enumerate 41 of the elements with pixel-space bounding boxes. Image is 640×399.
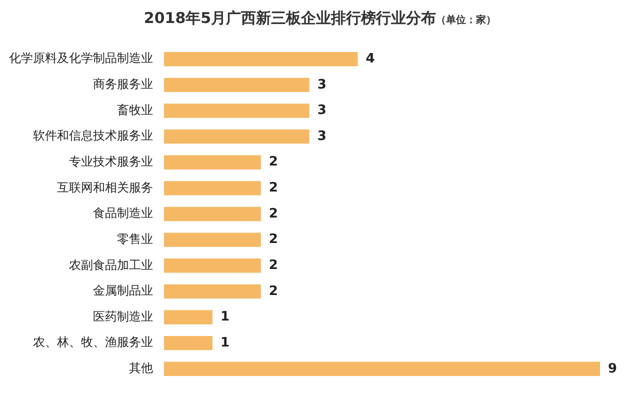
y-tick-label: 软件和信息技术服务业 [33, 128, 153, 143]
data-label: 3 [317, 128, 326, 144]
bar [164, 78, 310, 92]
y-tick-label: 其他 [129, 361, 153, 376]
data-label: 1 [220, 310, 230, 325]
bar [164, 258, 261, 273]
data-label: 2 [268, 284, 278, 299]
bar [164, 104, 310, 118]
data-label: 9 [608, 361, 618, 376]
y-tick-label: 金属制品业 [93, 284, 153, 298]
y-tick-label: 互联网和相关服务 [57, 180, 153, 194]
y-tick-label: 化学原料及化学制品制造业 [9, 51, 153, 66]
bar [164, 129, 310, 144]
data-label: 3 [317, 103, 326, 118]
data-label: 1 [220, 335, 230, 350]
y-tick-label: 食品制造业 [93, 206, 153, 220]
y-tick-label: 畜牧业 [117, 102, 153, 117]
data-label: 3 [317, 77, 326, 92]
bar [164, 206, 261, 222]
data-label: 2 [268, 232, 278, 248]
bar [164, 155, 261, 170]
bar [164, 181, 261, 196]
bar [164, 52, 358, 66]
data-label: 2 [268, 258, 278, 274]
y-tick-label: 农、林、牧、渔服务业 [33, 335, 153, 350]
chart-title: 2018年5月广西新三板企业排行榜行业分布 [144, 9, 436, 27]
data-label: 2 [268, 154, 278, 170]
data-label: 2 [268, 206, 278, 222]
chart-subtitle: （单位：家） [436, 15, 496, 26]
bar [164, 232, 261, 247]
y-tick-label: 商务服务业 [93, 77, 153, 92]
bar [164, 336, 212, 350]
bar [164, 310, 212, 324]
y-tick-label: 农副食品加工业 [69, 258, 153, 272]
bar [164, 284, 261, 299]
y-tick-label: 医药制造业 [93, 309, 153, 324]
bar [164, 362, 600, 376]
data-label: 4 [366, 51, 375, 66]
data-label: 2 [268, 180, 278, 196]
y-tick-label: 零售业 [117, 232, 153, 246]
y-tick-label: 专业技术服务业 [69, 154, 153, 168]
